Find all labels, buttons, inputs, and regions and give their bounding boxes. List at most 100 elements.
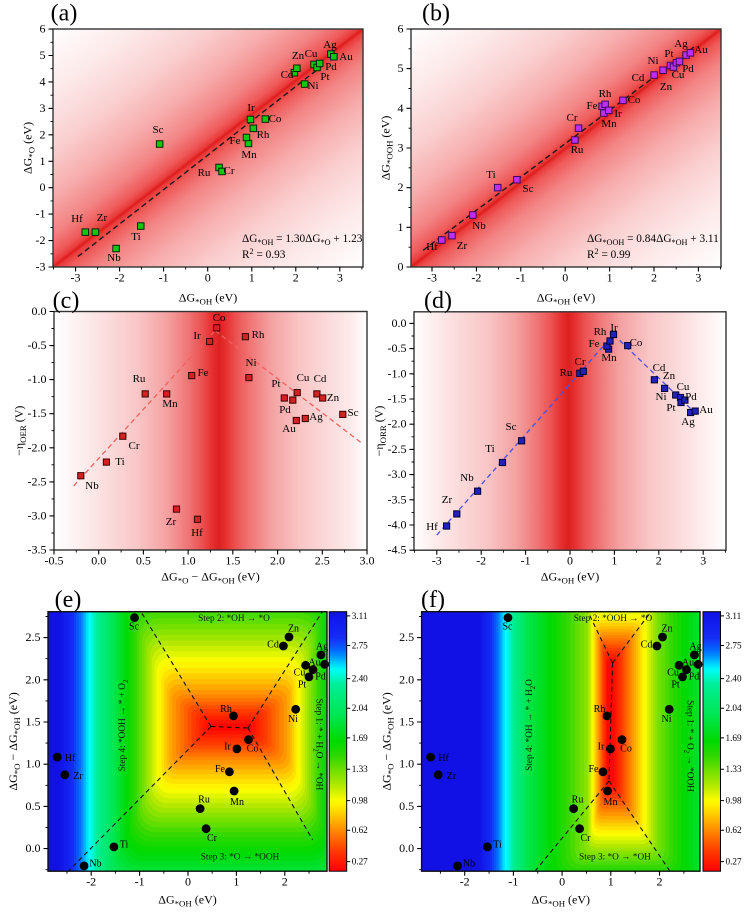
svg-text:1.0: 1.0 <box>26 757 41 771</box>
svg-text:2.04: 2.04 <box>726 703 742 713</box>
svg-text:0: 0 <box>562 270 568 284</box>
svg-text:Co: Co <box>628 94 641 106</box>
svg-text:Cu: Cu <box>297 372 310 384</box>
svg-text:2.5: 2.5 <box>26 630 41 644</box>
svg-text:Nb: Nb <box>472 220 486 232</box>
svg-text:Step 2: *OH → *O: Step 2: *OH → *O <box>198 614 270 624</box>
svg-text:1.69: 1.69 <box>352 733 368 743</box>
svg-text:Zn: Zn <box>288 624 299 635</box>
svg-text:6: 6 <box>398 21 404 35</box>
svg-text:Ag: Ag <box>681 416 695 428</box>
svg-text:1: 1 <box>249 270 255 284</box>
svg-text:0: 0 <box>567 554 573 568</box>
svg-text:ΔG*O − ΔG*OH (eV): ΔG*O − ΔG*OH (eV) <box>6 692 22 790</box>
svg-text:1: 1 <box>608 875 614 889</box>
svg-text:Zn: Zn <box>292 50 305 62</box>
svg-text:Zr: Zr <box>457 240 468 252</box>
svg-text:Ir: Ir <box>614 108 622 120</box>
svg-text:Sc: Sc <box>523 183 534 195</box>
svg-text:Sc: Sc <box>348 407 359 419</box>
svg-text:0: 0 <box>40 180 46 194</box>
svg-text:Rh: Rh <box>594 326 607 338</box>
svg-text:-1.0: -1.0 <box>388 366 407 380</box>
svg-text:Fe: Fe <box>589 764 600 775</box>
svg-text:Pd: Pd <box>685 391 697 403</box>
svg-text:-3: -3 <box>36 260 46 274</box>
svg-text:Au: Au <box>694 44 708 56</box>
svg-text:Ti: Ti <box>115 456 124 468</box>
svg-text:2.5: 2.5 <box>315 553 330 567</box>
svg-text:Mn: Mn <box>162 398 178 410</box>
svg-text:Hf: Hf <box>426 241 438 253</box>
svg-text:Cu: Cu <box>305 48 318 60</box>
svg-text:0: 0 <box>559 875 565 889</box>
svg-text:Au: Au <box>308 658 320 669</box>
svg-text:-1: -1 <box>159 270 169 284</box>
svg-text:Pt: Pt <box>671 680 680 691</box>
svg-text:Rh: Rh <box>220 704 232 715</box>
svg-text:1.5: 1.5 <box>225 553 240 567</box>
svg-text:3: 3 <box>337 270 343 284</box>
svg-text:0.98: 0.98 <box>352 796 368 806</box>
svg-text:-1.5: -1.5 <box>28 406 47 420</box>
svg-text:Ru: Ru <box>198 795 210 806</box>
svg-text:Sc: Sc <box>506 421 517 433</box>
svg-text:Co: Co <box>247 744 259 755</box>
svg-text:5: 5 <box>40 48 46 62</box>
svg-text:Cd: Cd <box>641 640 653 651</box>
svg-text:Zr: Zr <box>442 494 453 506</box>
svg-text:Co: Co <box>213 312 226 324</box>
svg-text:Hf: Hf <box>426 521 438 533</box>
svg-text:Mn: Mn <box>230 797 244 808</box>
svg-text:-1.0: -1.0 <box>28 372 47 386</box>
svg-text:Pt: Pt <box>298 680 307 691</box>
svg-text:Rh: Rh <box>257 129 270 141</box>
svg-text:-2.0: -2.0 <box>28 440 47 454</box>
svg-text:2.40: 2.40 <box>726 674 742 684</box>
svg-text:Ti: Ti <box>120 840 129 851</box>
svg-text:0.27: 0.27 <box>352 857 368 867</box>
svg-text:1.33: 1.33 <box>726 764 742 774</box>
svg-text:Ir: Ir <box>193 330 201 342</box>
svg-text:Zn: Zn <box>660 81 673 93</box>
svg-text:Hf: Hf <box>438 753 449 764</box>
svg-text:Ru: Ru <box>571 144 584 156</box>
svg-text:Rh: Rh <box>594 704 606 715</box>
svg-text:Co: Co <box>630 337 643 349</box>
svg-text:Ti: Ti <box>485 443 494 455</box>
svg-text:-2: -2 <box>36 233 46 247</box>
svg-text:-2.5: -2.5 <box>28 474 47 488</box>
svg-text:Ag: Ag <box>316 642 328 653</box>
svg-text:Nb: Nb <box>107 252 121 264</box>
svg-text:Fe: Fe <box>215 764 226 775</box>
svg-text:0.5: 0.5 <box>136 553 151 567</box>
svg-text:(a): (a) <box>51 1 78 27</box>
svg-text:Cr: Cr <box>567 112 578 124</box>
svg-text:(c): (c) <box>53 288 80 314</box>
svg-text:-3: -3 <box>432 554 442 568</box>
svg-text:2: 2 <box>40 127 46 141</box>
svg-text:2.0: 2.0 <box>270 553 285 567</box>
svg-text:-3.0: -3.0 <box>388 467 407 481</box>
svg-text:0.27: 0.27 <box>726 857 742 867</box>
svg-text:(f): (f) <box>421 587 445 613</box>
svg-text:Cu: Cu <box>667 668 679 679</box>
svg-text:0.5: 0.5 <box>399 799 414 813</box>
svg-text:-3: -3 <box>71 270 81 284</box>
svg-text:1: 1 <box>233 875 239 889</box>
svg-text:2: 2 <box>657 875 663 889</box>
svg-text:1: 1 <box>398 220 404 234</box>
svg-text:Sc: Sc <box>503 622 514 633</box>
svg-text:0.62: 0.62 <box>352 825 368 835</box>
svg-text:Au: Au <box>282 423 296 435</box>
svg-text:Mn: Mn <box>241 149 257 161</box>
svg-text:-3.5: -3.5 <box>28 542 47 556</box>
svg-text:0.5: 0.5 <box>26 799 41 813</box>
svg-text:Ir: Ir <box>598 742 605 753</box>
svg-text:Zr: Zr <box>73 771 83 782</box>
svg-text:0.98: 0.98 <box>726 796 742 806</box>
svg-text:Hf: Hf <box>191 527 203 539</box>
svg-text:Nb: Nb <box>85 480 99 492</box>
svg-text:Ni: Ni <box>648 55 659 67</box>
svg-text:Ni: Ni <box>288 714 298 725</box>
